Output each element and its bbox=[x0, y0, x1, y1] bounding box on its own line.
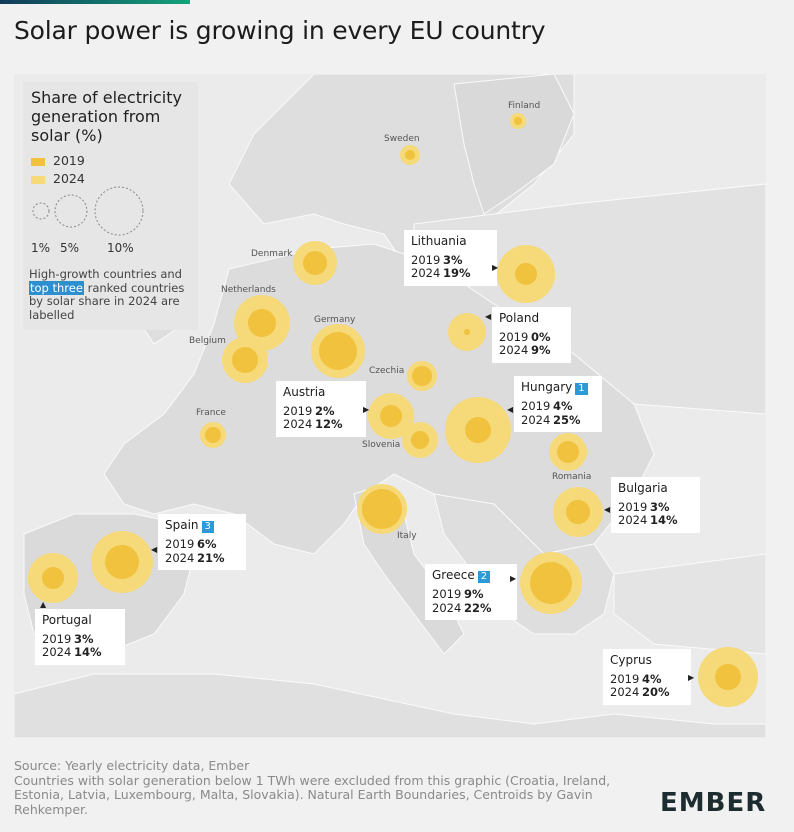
callout-name: Hungary 1 bbox=[521, 380, 595, 395]
spain-bubble bbox=[91, 531, 153, 593]
turkey-land bbox=[613, 553, 766, 655]
sweden-bubble bbox=[400, 145, 420, 165]
slovenia-bubble bbox=[402, 422, 438, 458]
source-line-1: Source: Yearly electricity data, Ember bbox=[14, 758, 250, 773]
country-label-germany: Germany bbox=[314, 315, 356, 325]
legend-2024-swatch bbox=[31, 175, 45, 184]
callout-arrow-portugal: ▲ bbox=[40, 600, 47, 609]
legend-2024: 2024 bbox=[31, 171, 85, 186]
bulgaria-bubble bbox=[553, 487, 603, 537]
callout-name: Greece 2 bbox=[432, 568, 510, 583]
source-note: Source: Yearly electricity data, Ember C… bbox=[14, 758, 654, 817]
germany-bubble bbox=[311, 324, 365, 378]
legend-2019: 2019 bbox=[31, 153, 85, 168]
finland-land bbox=[453, 74, 575, 215]
page-title: Solar power is growing in every EU count… bbox=[14, 16, 546, 45]
country-label-belgium: Belgium bbox=[189, 336, 226, 346]
legend-2024-label: 2024 bbox=[53, 171, 85, 186]
poland-bubble bbox=[448, 313, 486, 351]
callout-name: Cyprus bbox=[610, 653, 652, 667]
country-label-sweden: Sweden bbox=[384, 134, 420, 144]
callout-name: Austria bbox=[283, 385, 326, 399]
callout-arrow-bulgaria: ◀ bbox=[604, 505, 611, 514]
callout-arrow-cyprus: ▶ bbox=[688, 673, 695, 682]
denmark-bubble bbox=[293, 241, 337, 285]
legend-2019-label: 2019 bbox=[53, 153, 85, 168]
country-label-slovenia: Slovenia bbox=[362, 440, 401, 450]
callout-greece: Greece 2 2019 9% 2024 22% bbox=[425, 564, 517, 620]
callout-arrow-spain: ◀ bbox=[151, 545, 158, 554]
belgium-bubble bbox=[222, 337, 268, 383]
country-label-denmark: Denmark bbox=[251, 249, 293, 259]
legend-note-highlight: top three bbox=[29, 280, 84, 295]
country-label-france: France bbox=[196, 408, 226, 418]
country-label-italy: Italy bbox=[397, 531, 417, 541]
callout-arrow-hungary: ◀ bbox=[507, 405, 514, 414]
country-label-romania: Romania bbox=[552, 472, 592, 482]
legend-note-part1: High-growth countries and bbox=[29, 267, 182, 281]
top-accent-bar bbox=[0, 0, 190, 4]
legend-title: Share of electricity generation from sol… bbox=[31, 88, 182, 145]
lithuania-bubble bbox=[497, 245, 555, 303]
source-line-2: Countries with solar generation below 1 … bbox=[14, 772, 611, 817]
callout-cyprus: Cyprus 2019 4% 2024 20% bbox=[603, 649, 691, 705]
callout-arrow-austria: ▶ bbox=[363, 405, 370, 414]
rank-badge: 1 bbox=[575, 383, 588, 395]
rank-badge: 2 bbox=[477, 571, 491, 583]
legend-panel: Share of electricity generation from sol… bbox=[23, 82, 198, 330]
legend-size-1: 1% bbox=[31, 241, 51, 255]
callout-austria: Austria 2019 2% 2024 12% bbox=[276, 381, 366, 437]
finland-bubble bbox=[510, 113, 526, 129]
czechia-bubble bbox=[407, 361, 437, 391]
austria-bubble bbox=[368, 393, 414, 439]
north-africa-land bbox=[14, 673, 766, 738]
legend-size-10: 10% bbox=[107, 241, 134, 255]
portugal-bubble bbox=[28, 553, 78, 603]
callout-spain: Spain 3 2019 6% 2024 21% bbox=[158, 514, 246, 570]
callout-portugal: Portugal 2019 3% 2024 14% bbox=[35, 609, 125, 665]
callout-arrow-lithuania: ▶ bbox=[492, 263, 499, 272]
legend-note: High-growth countries and top three rank… bbox=[29, 267, 195, 322]
netherlands-bubble bbox=[234, 295, 290, 351]
callout-arrow-poland: ◀ bbox=[485, 312, 492, 321]
legend-note-part2: ranked countries by solar share in 2024 … bbox=[29, 280, 185, 322]
callout-name: Lithuania bbox=[411, 234, 467, 248]
country-label-czechia: Czechia bbox=[369, 366, 405, 376]
italy-bubble bbox=[357, 484, 407, 534]
country-label-netherlands: Netherlands bbox=[221, 285, 276, 295]
country-label-finland: Finland bbox=[508, 101, 541, 111]
ember-logo: EMBER bbox=[660, 788, 767, 818]
callout-arrow-greece: ▶ bbox=[510, 574, 517, 583]
cyprus-bubble bbox=[698, 647, 758, 707]
callout-poland: Poland 2019 0% 2024 9% bbox=[492, 307, 571, 363]
callout-lithuania: Lithuania 2019 3% 2024 19% bbox=[404, 230, 497, 286]
legend-size-circles bbox=[32, 186, 144, 236]
romania-bubble bbox=[549, 433, 587, 471]
hungary-bubble bbox=[445, 397, 511, 463]
france-bubble bbox=[200, 422, 226, 448]
callout-hungary: Hungary 1 2019 4% 2024 25% bbox=[514, 376, 602, 432]
callout-name: Portugal bbox=[42, 613, 92, 627]
callout-name: Spain 3 bbox=[165, 518, 239, 533]
callout-bulgaria: Bulgaria 2019 3% 2024 14% bbox=[611, 477, 700, 533]
legend-size-5: 5% bbox=[60, 241, 80, 255]
greece-bubble bbox=[520, 552, 582, 614]
callout-name: Poland bbox=[499, 311, 540, 325]
callout-name: Bulgaria bbox=[618, 481, 668, 495]
legend-2019-swatch bbox=[31, 157, 45, 166]
rank-badge: 3 bbox=[201, 521, 214, 533]
